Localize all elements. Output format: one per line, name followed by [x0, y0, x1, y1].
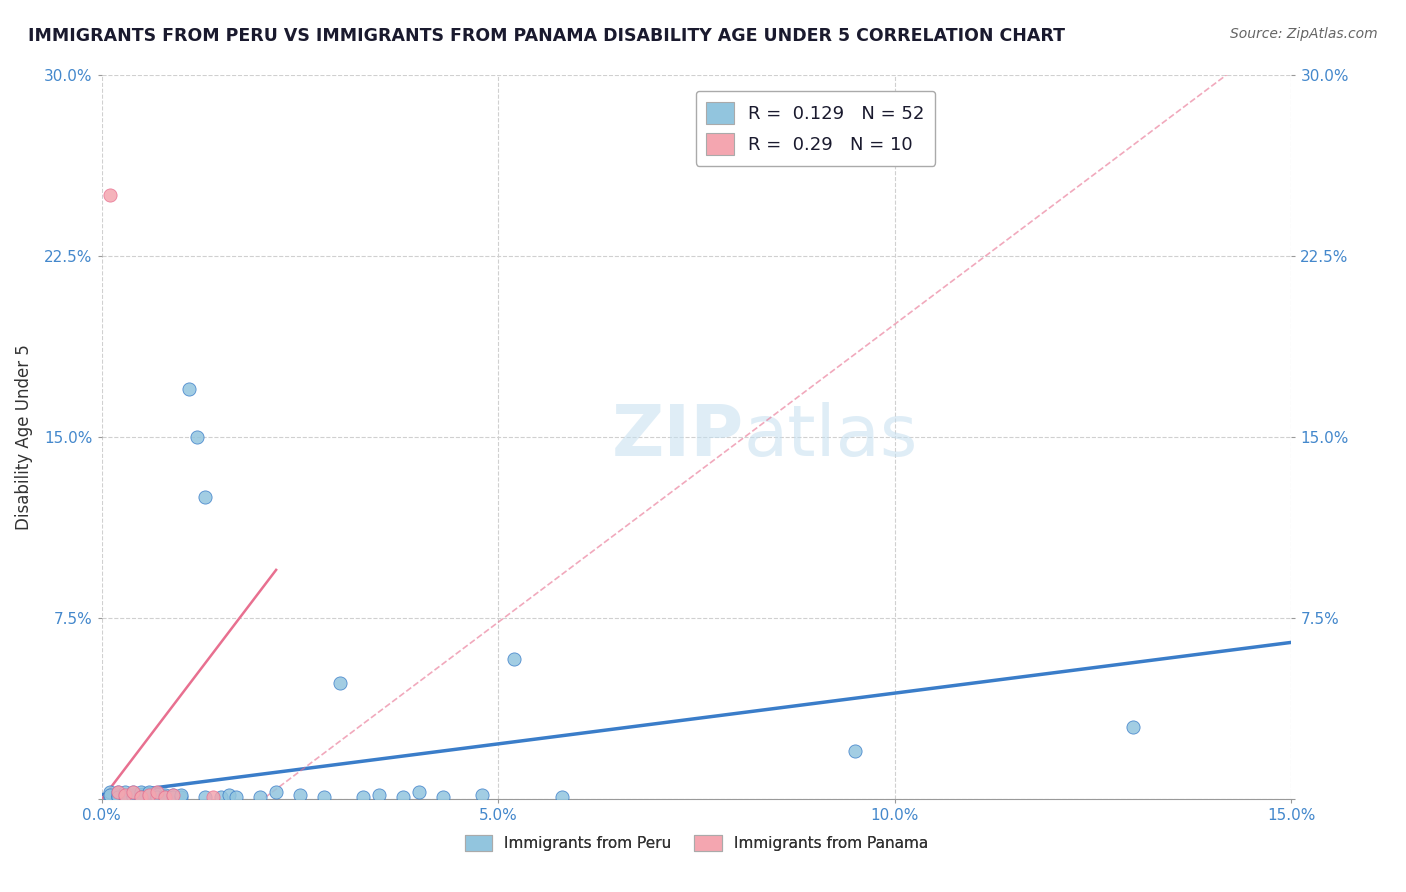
Point — [1122, 720, 1144, 734]
Point — [98, 188, 121, 202]
Point — [129, 788, 152, 802]
Point — [138, 790, 160, 805]
Point — [162, 788, 184, 802]
Point — [194, 491, 217, 505]
Point — [146, 790, 169, 805]
Text: ZIP: ZIP — [612, 402, 744, 472]
Legend: Immigrants from Peru, Immigrants from Panama: Immigrants from Peru, Immigrants from Pa… — [458, 829, 935, 857]
Point — [107, 785, 129, 799]
Point — [844, 744, 866, 758]
Point — [107, 788, 129, 802]
Point — [98, 790, 121, 805]
Point — [114, 785, 136, 799]
Point — [122, 785, 145, 799]
Point — [432, 790, 454, 805]
Point — [288, 788, 311, 802]
Point — [170, 790, 193, 805]
Point — [107, 790, 129, 805]
Point — [146, 785, 169, 799]
Point — [153, 788, 176, 802]
Point — [550, 790, 572, 805]
Point — [153, 790, 176, 805]
Text: Source: ZipAtlas.com: Source: ZipAtlas.com — [1230, 27, 1378, 41]
Point — [122, 785, 145, 799]
Point — [107, 790, 129, 805]
Point — [114, 790, 136, 805]
Point — [162, 788, 184, 802]
Text: atlas: atlas — [744, 402, 918, 472]
Point — [186, 430, 208, 444]
Point — [194, 790, 217, 805]
Point — [352, 790, 374, 805]
Point — [146, 788, 169, 802]
Point — [114, 790, 136, 805]
Point — [162, 790, 184, 805]
Point — [138, 788, 160, 802]
Point — [129, 790, 152, 805]
Text: IMMIGRANTS FROM PERU VS IMMIGRANTS FROM PANAMA DISABILITY AGE UNDER 5 CORRELATIO: IMMIGRANTS FROM PERU VS IMMIGRANTS FROM … — [28, 27, 1066, 45]
Point — [368, 788, 391, 802]
Point — [177, 382, 200, 396]
Point — [114, 788, 136, 802]
Point — [201, 790, 224, 805]
Point — [138, 788, 160, 802]
Point — [146, 790, 169, 805]
Point — [392, 790, 415, 805]
Point — [153, 790, 176, 805]
Point — [129, 790, 152, 805]
Point — [249, 790, 271, 805]
Point — [329, 676, 352, 690]
Point — [122, 790, 145, 805]
Point — [129, 790, 152, 805]
Point — [471, 788, 494, 802]
Point — [170, 788, 193, 802]
Point — [98, 785, 121, 799]
Point — [122, 788, 145, 802]
Y-axis label: Disability Age Under 5: Disability Age Under 5 — [15, 344, 32, 530]
Point — [218, 788, 240, 802]
Point — [129, 785, 152, 799]
Point — [114, 788, 136, 802]
Point — [408, 785, 430, 799]
Point — [312, 790, 335, 805]
Point — [503, 652, 526, 666]
Point — [209, 790, 232, 805]
Point — [98, 788, 121, 802]
Point — [225, 790, 247, 805]
Point — [264, 785, 287, 799]
Point — [138, 785, 160, 799]
Point — [107, 785, 129, 799]
